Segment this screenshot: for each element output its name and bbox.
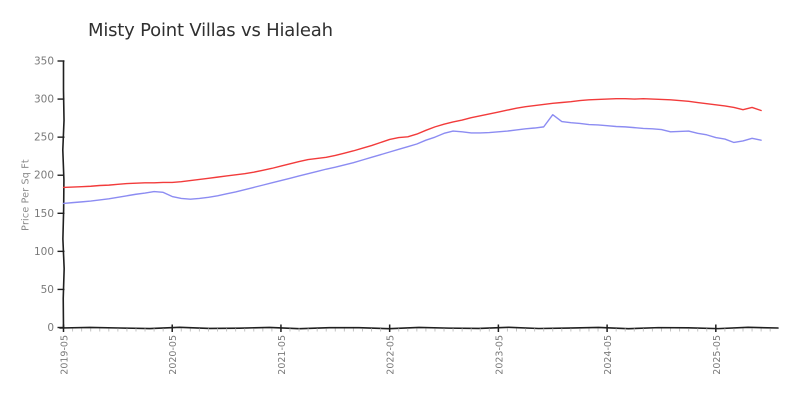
y-tick-label: 250	[34, 132, 54, 144]
series-hialeah-line	[62, 113, 762, 205]
x-tick-label: 2025-05	[712, 335, 723, 375]
x-tick-label: 2022-05	[386, 335, 397, 375]
x-tick-label: 2023-05	[494, 335, 505, 375]
chart-title: Misty Point Villas vs Hialeah	[88, 20, 333, 41]
y-tick-label: 150	[34, 208, 54, 220]
y-tick-label: 0	[47, 322, 54, 334]
y-tick-label: 200	[34, 170, 54, 182]
x-tick-label: 2024-05	[603, 335, 614, 375]
x-axis-line	[59, 326, 779, 330]
x-tick-label: 2021-05	[277, 335, 288, 375]
y-axis-line	[61, 60, 65, 329]
x-tick-label: 2019-05	[60, 335, 71, 375]
y-tick-label: 100	[34, 246, 54, 258]
y-tick-label: 350	[34, 56, 54, 68]
y-tick-label: 50	[41, 284, 54, 296]
series-misty-point-villas-line	[62, 98, 762, 189]
x-tick-label: 2020-05	[168, 335, 179, 375]
y-tick-label: 300	[34, 94, 54, 106]
